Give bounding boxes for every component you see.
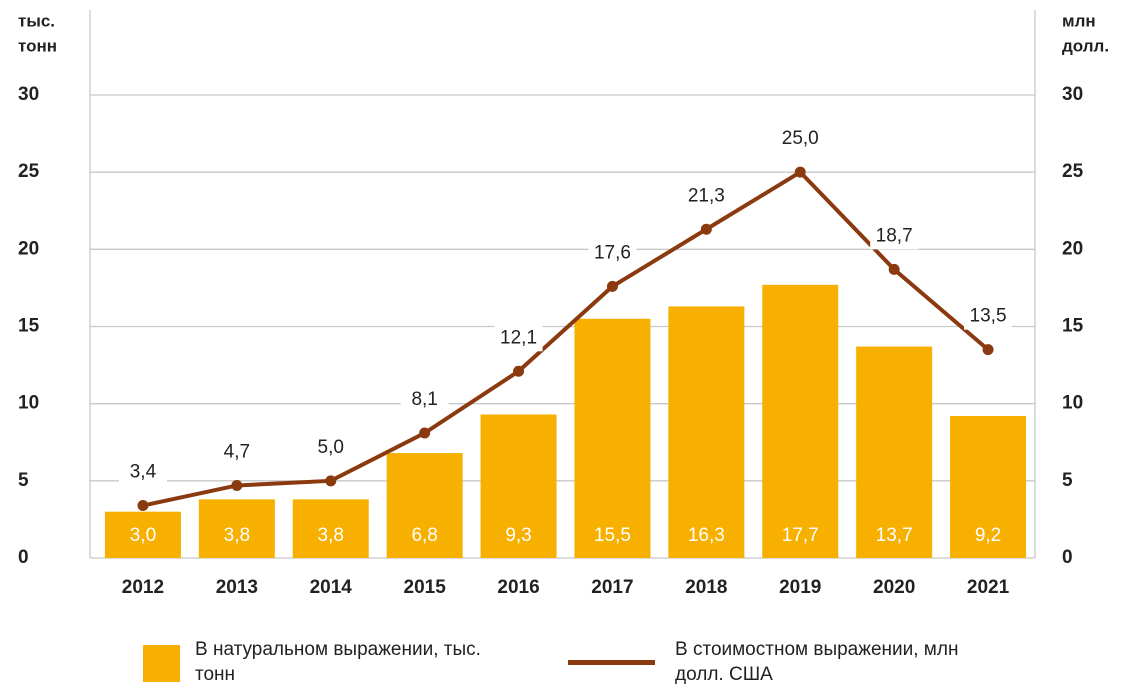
line-point	[231, 479, 243, 491]
y2-tick-label: 10	[1062, 393, 1083, 414]
x-tick-label: 2014	[310, 577, 353, 598]
x-tick-label: 2016	[497, 577, 539, 598]
line-value-label: 5,0	[318, 437, 344, 458]
x-tick-label: 2012	[122, 577, 164, 598]
y2-tick-label: 25	[1062, 161, 1084, 182]
line-value-label: 8,1	[411, 389, 437, 410]
legend-line-label: В стоимостном выражении, млн долл. США	[675, 639, 959, 685]
bar	[668, 306, 745, 558]
line-value-label: 4,7	[224, 441, 250, 462]
line-point	[325, 475, 337, 487]
x-tick-label: 2021	[967, 577, 1010, 598]
bar	[480, 414, 557, 558]
label-background	[494, 325, 543, 352]
line-value-label: 17,6	[594, 242, 631, 263]
label-background	[870, 223, 919, 250]
bar	[386, 453, 463, 558]
bar	[292, 499, 369, 558]
line-value-label: 12,1	[500, 327, 537, 348]
label-background	[212, 439, 261, 466]
line-point	[982, 344, 994, 356]
bar	[104, 511, 181, 558]
y-axis-title: тыс.	[18, 11, 55, 30]
bar-value-label: 3,8	[224, 525, 250, 546]
y2-tick-label: 30	[1062, 84, 1083, 105]
y-axis-title: тонн	[18, 36, 57, 55]
bar-value-label: 9,2	[975, 525, 1001, 546]
bar-value-label: 6,8	[411, 525, 437, 546]
bar-value-label: 9,3	[505, 525, 531, 546]
label-background	[776, 126, 825, 153]
y2-tick-label: 0	[1062, 547, 1073, 568]
line-point	[888, 263, 900, 275]
label-background	[400, 386, 449, 413]
y2-axis-title: млн	[1062, 11, 1096, 30]
bar-value-label: 17,7	[782, 525, 819, 546]
line-value-label: 21,3	[688, 185, 725, 206]
y2-tick-label: 15	[1062, 316, 1084, 337]
bar	[198, 499, 275, 558]
label-background	[118, 459, 167, 486]
bar	[574, 318, 651, 558]
line-value-label: 13,5	[970, 306, 1007, 327]
bar-value-label: 3,8	[318, 525, 344, 546]
bar	[762, 284, 839, 558]
line-point	[700, 223, 712, 235]
y-tick-label: 10	[18, 393, 39, 414]
y-tick-label: 30	[18, 84, 39, 105]
legend-bar-swatch	[143, 645, 180, 682]
line-value-label: 18,7	[876, 225, 913, 246]
bar-value-label: 3,0	[130, 525, 156, 546]
line-value-label: 3,4	[130, 462, 157, 483]
bar	[856, 346, 933, 558]
y2-tick-label: 20	[1062, 238, 1083, 259]
y-tick-label: 15	[18, 316, 40, 337]
y2-tick-label: 5	[1062, 470, 1073, 491]
y2-axis-title: долл.	[1062, 36, 1109, 55]
line-point	[419, 427, 431, 439]
line-point	[137, 500, 149, 512]
bar-value-label: 15,5	[594, 525, 631, 546]
legend-bar-label: В натуральном выражении, тыс. тонн	[195, 639, 481, 685]
line-point	[606, 280, 618, 292]
x-tick-label: 2019	[779, 577, 821, 598]
bar-value-label: 16,3	[688, 525, 725, 546]
legend-line-swatch	[568, 660, 655, 665]
x-tick-label: 2015	[404, 577, 447, 598]
line-point	[513, 365, 525, 377]
bar	[950, 416, 1027, 558]
label-background	[964, 303, 1013, 330]
line-point	[794, 166, 806, 178]
x-tick-label: 2018	[685, 577, 727, 598]
bar-value-label: 13,7	[876, 525, 913, 546]
y-tick-label: 5	[18, 470, 29, 491]
label-background	[682, 183, 731, 210]
label-background	[588, 240, 637, 267]
x-tick-label: 2013	[216, 577, 258, 598]
x-tick-label: 2020	[873, 577, 915, 598]
y-tick-label: 0	[18, 547, 29, 568]
label-background	[306, 434, 355, 461]
y-tick-label: 20	[18, 238, 39, 259]
line	[142, 169, 990, 508]
x-tick-label: 2017	[591, 577, 633, 598]
y-tick-label: 25	[18, 161, 40, 182]
line-value-label: 25,0	[782, 128, 819, 149]
